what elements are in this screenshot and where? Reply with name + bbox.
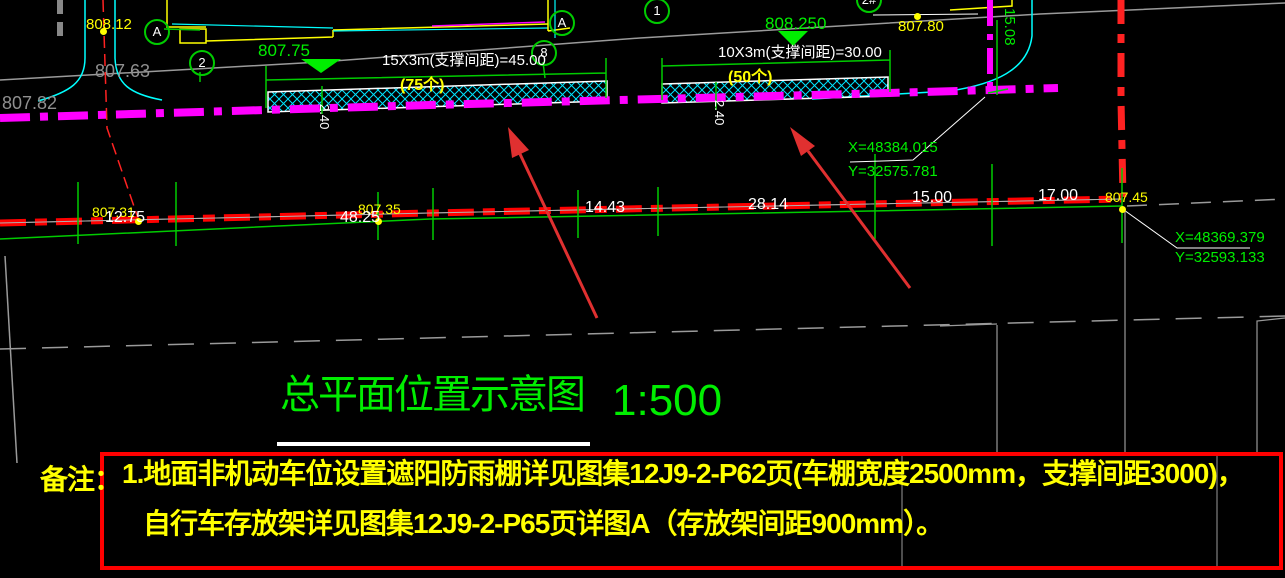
note-line-2: 自行车存放架详见图集12J9-2-P65页详图A（存放架间距900mm）。 <box>143 508 944 539</box>
chainage-17-00: 17.00 <box>1038 187 1079 204</box>
leader-lines <box>849 13 1250 249</box>
red-road-line <box>0 195 1123 240</box>
note-prefix: 备注： <box>40 464 122 495</box>
spot-level-807-75: 807.75 <box>258 41 310 60</box>
shed-b-dim-label: 10X3m(支撑间距)=30.00 <box>718 44 882 61</box>
right-vertical-dimension: 15.08 <box>1001 8 1018 46</box>
level-marker-dot <box>375 218 382 225</box>
spot-level-808-12: 808.12 <box>86 16 132 33</box>
chainage-15-00: 15.00 <box>912 189 953 206</box>
plan-scale: 1:500 <box>612 376 723 425</box>
grid-bubble-a1: A <box>144 19 170 45</box>
shed-a-depth-label: 2.40 <box>317 104 332 130</box>
shed-b-depth-label: 2.40 <box>712 100 727 126</box>
spot-level-807-80: 807.80 <box>898 18 944 35</box>
spot-level-807-35: 807.35 <box>358 201 401 217</box>
chainage-48-25: 48.25 <box>340 209 381 226</box>
level-marker-dot <box>914 13 921 20</box>
magenta-shed-lines <box>0 0 1059 122</box>
spot-level-807-63: 807.63 <box>95 61 151 81</box>
shed-a-dim-label: 15X3m(支撑间距)=45.00 <box>382 52 546 69</box>
grid-bubble-a2: A <box>549 10 575 36</box>
grid-bubble-8: 8 <box>531 40 557 66</box>
grid-bubble-2: 2 <box>189 50 215 76</box>
level-marker-dot <box>1119 206 1126 213</box>
spot-level-807-82: 807.82 <box>2 93 58 113</box>
note-line-1: 1.地面非机动车位设置遮阳防雨棚详见图集12J9-2-P62页(车棚宽度2500… <box>122 458 1245 489</box>
level-marker-dot <box>135 218 142 225</box>
building-outlines <box>166 0 1013 44</box>
note-box <box>100 452 1283 570</box>
red-centerlines <box>102 0 1127 219</box>
red-annotation-arrows <box>508 127 912 319</box>
chainage-14-43: 14.43 <box>585 199 626 216</box>
chainage-12-75: 12.75 <box>105 209 146 226</box>
green-dimension-lines <box>77 20 1123 246</box>
coordinate-x2: X=48369.379 <box>1175 229 1265 246</box>
grid-bubble-1: 1 <box>644 0 670 24</box>
title-underline <box>277 442 590 446</box>
partial-top-dimension: 15.000 <box>383 0 441 5</box>
coordinate-y1: Y=32575.781 <box>848 163 938 180</box>
shed-b-count-label: (50个) <box>728 69 773 86</box>
chainage-28-14: 28.14 <box>748 196 789 213</box>
plan-title: 总平面位置示意图 <box>280 373 586 417</box>
spot-level-808-250: 808.250 <box>765 14 827 33</box>
coordinate-x1: X=48384.015 <box>848 139 938 156</box>
benchmark-triangles <box>301 31 808 73</box>
spot-level-807-45: 807.45 <box>1105 189 1148 205</box>
shed-a-count-label: (75个) <box>400 77 445 94</box>
level-marker-dot <box>100 28 107 35</box>
spot-level-807-31: 807.31 <box>92 204 135 220</box>
coordinate-y2: Y=32593.133 <box>1175 249 1265 266</box>
